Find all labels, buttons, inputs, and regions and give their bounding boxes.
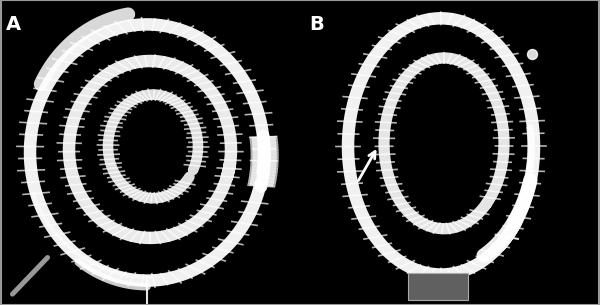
Text: A: A xyxy=(6,15,21,34)
Text: B: B xyxy=(309,15,324,34)
Bar xyxy=(408,273,468,300)
